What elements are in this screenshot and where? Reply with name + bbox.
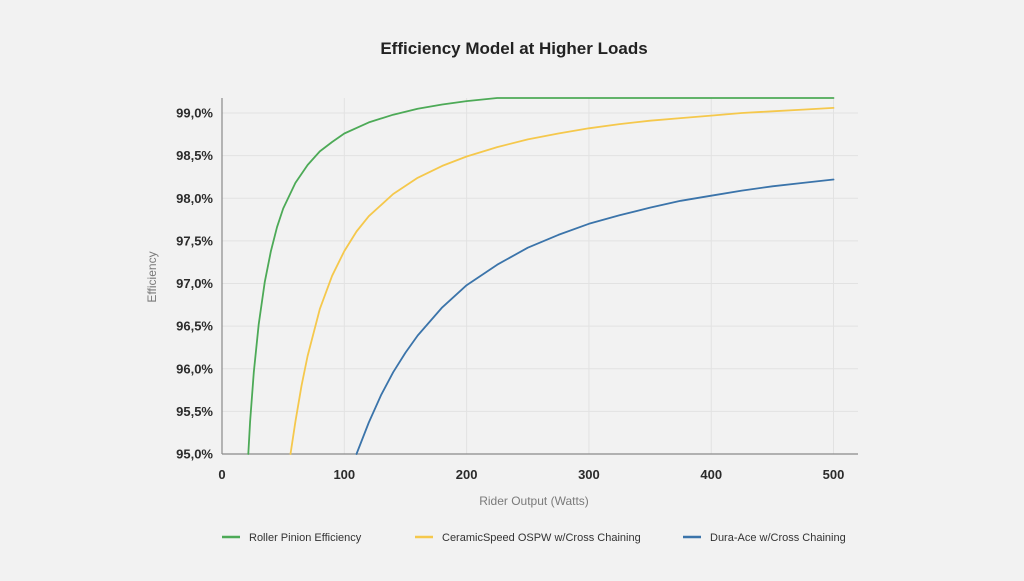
y-tick-label: 98,0% — [176, 191, 213, 206]
axes — [221, 98, 858, 455]
legend-item-2: CeramicSpeed OSPW w/Cross Chaining — [415, 532, 641, 544]
legend-label: CeramicSpeed OSPW w/Cross Chaining — [442, 532, 641, 544]
y-tick-label: 96,5% — [176, 319, 213, 334]
y-tick-label: 96,0% — [176, 361, 213, 376]
x-tick-label: 500 — [823, 467, 845, 482]
y-axis-label: Efficiency — [145, 251, 159, 302]
legend-item-1: Roller Pinion Efficiency — [222, 532, 362, 544]
x-tick-label: 300 — [578, 467, 600, 482]
legend: Roller Pinion Efficiency CeramicSpeed OSP… — [222, 532, 846, 544]
x-tick-label: 200 — [456, 467, 478, 482]
legend-label: Dura-Ace w/Cross Chaining — [710, 532, 846, 544]
chart-title: Efficiency Model at Higher Loads — [380, 39, 647, 58]
legend-item-3: Dura-Ace w/Cross Chaining — [683, 532, 846, 544]
x-tick-label: 0 — [218, 467, 225, 482]
series-lines — [247, 97, 835, 455]
x-ticks: 0 100 200 300 400 500 — [218, 467, 844, 482]
grid — [222, 98, 858, 454]
y-tick-label: 98,5% — [176, 148, 213, 163]
legend-label: Roller Pinion Efficiency — [249, 532, 362, 544]
series-line-1 — [247, 97, 835, 455]
y-tick-label: 97,5% — [176, 233, 213, 248]
x-tick-label: 100 — [333, 467, 355, 482]
y-tick-label: 95,5% — [176, 404, 213, 419]
y-tick-label: 99,0% — [176, 106, 213, 121]
y-ticks: 95,0% 95,5% 96,0% 96,5% 97,0% 97,5% 98,0% 98,5%… — [176, 106, 213, 462]
y-tick-label: 95,0% — [176, 447, 213, 462]
series-line-2 — [289, 107, 835, 455]
y-tick-label: 97,0% — [176, 276, 213, 291]
x-tick-label: 400 — [700, 467, 722, 482]
x-axis-label: Rider Output (Watts) — [479, 494, 589, 508]
series-line-3 — [355, 178, 835, 455]
